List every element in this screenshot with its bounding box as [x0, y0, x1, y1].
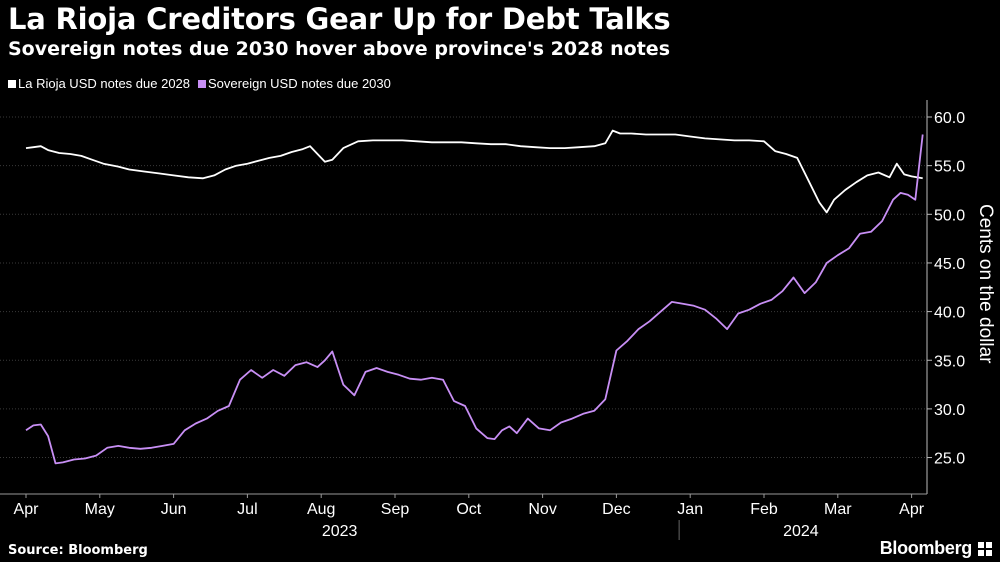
chart-subtitle: Sovereign notes due 2030 hover above pro… [8, 38, 671, 60]
legend-swatch-la-rioja [8, 79, 16, 88]
y-tick-label: 45.0 [934, 256, 965, 273]
y-tick-label: 25.0 [934, 451, 965, 468]
x-tick-label: Jul [237, 501, 257, 518]
legend-label-sovereign: Sovereign USD notes due 2030 [208, 76, 391, 91]
y-tick-label: 35.0 [934, 353, 965, 370]
bloomberg-logo: Bloomberg [879, 538, 973, 558]
chart-title: La Rioja Creditors Gear Up for Debt Talk… [8, 2, 671, 36]
year-label: 2024 [783, 523, 819, 540]
x-tick-label: Jun [161, 501, 187, 518]
legend: La Rioja USD notes due 2028 Sovereign US… [8, 76, 391, 91]
x-tick-label: Mar [824, 501, 852, 518]
x-tick-label: Oct [456, 501, 481, 518]
y-tick-label: 40.0 [934, 305, 965, 322]
source-note: Source: Bloomberg [8, 543, 148, 558]
x-tick-label: Feb [750, 501, 778, 518]
x-tick-label: Sep [381, 501, 410, 518]
legend-swatch-sovereign [198, 79, 207, 88]
x-tick-label: Dec [602, 501, 630, 518]
x-tick-label: Nov [528, 501, 556, 518]
x-tick-label: Apr [899, 501, 925, 518]
legend-item-sovereign: Sovereign USD notes due 2030 [198, 76, 391, 91]
y-tick-label: 50.0 [934, 207, 965, 224]
series-line-la-rioja-2028 [25, 129, 923, 214]
x-tick-label: Apr [14, 501, 40, 518]
x-tick-label: May [85, 501, 115, 518]
year-label: 2023 [322, 523, 358, 540]
bloomberg-mark-icon [978, 542, 992, 556]
y-axis-label: Cents on the dollar [975, 204, 996, 364]
y-tick-label: 55.0 [934, 159, 965, 176]
series-line-sovereign-2030 [25, 134, 924, 465]
y-tick-label: 30.0 [934, 402, 965, 419]
x-tick-label: Aug [307, 501, 335, 518]
legend-label-la-rioja: La Rioja USD notes due 2028 [18, 76, 191, 91]
legend-item-la-rioja: La Rioja USD notes due 2028 [8, 76, 190, 91]
y-tick-label: 60.0 [934, 110, 965, 127]
x-tick-label: Jan [677, 501, 703, 518]
